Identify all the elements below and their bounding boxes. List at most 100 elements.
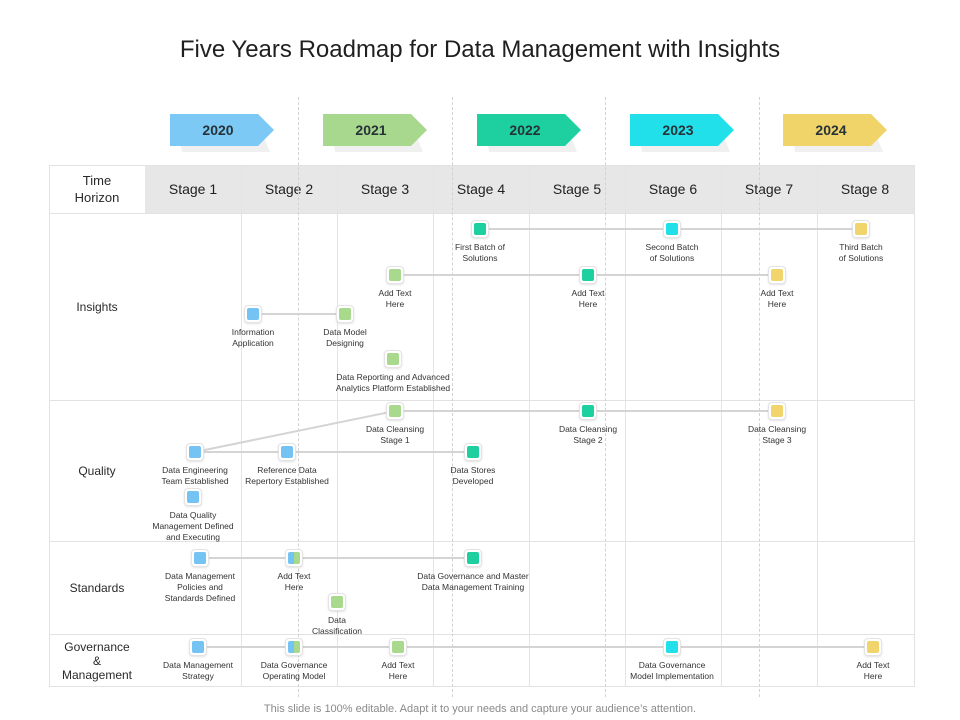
- node-label-line: Here: [863, 671, 883, 681]
- data-engineering-team-label: Data Engineering Team Established: [135, 465, 255, 487]
- row-divider: [49, 213, 915, 214]
- year-banner-2024: 2024: [783, 110, 891, 156]
- node-label-line: Data Cleansing: [365, 424, 425, 434]
- year-banner-2022: 2022: [477, 110, 585, 156]
- node-label-line: Data Stores: [450, 465, 496, 475]
- node-label-line: Information: [231, 327, 275, 337]
- node-label-line: Data Reporting and Advanced: [336, 372, 450, 382]
- data-cleansing-stage-1-marker: [386, 402, 404, 420]
- row-label: Quality: [49, 400, 145, 541]
- node-label-line: Data Cleansing: [747, 424, 807, 434]
- node-label-line: Application: [232, 338, 274, 348]
- stage-label-5: Stage 5: [552, 181, 602, 197]
- year-label: 2024: [815, 122, 847, 138]
- data-management-strategy-label: Data Management Strategy: [138, 660, 258, 682]
- insights-add-text-2-marker: [579, 266, 597, 284]
- node-label-line: Add Text: [381, 660, 415, 670]
- node-label-line: Data Governance: [638, 660, 706, 670]
- governance-add-text-2-marker: [864, 638, 882, 656]
- stage-label-7: Stage 7: [744, 181, 794, 197]
- row-label: Insights: [49, 213, 145, 400]
- data-governance-model-implementation-label: Data Governance Model Implementation: [612, 660, 732, 682]
- node-label-line: Developed: [452, 476, 494, 486]
- row-label: Standards: [49, 541, 145, 634]
- node-label-line: Here: [388, 671, 408, 681]
- stage-label-1: Stage 1: [168, 181, 218, 197]
- row-label-line: Quality: [78, 463, 116, 478]
- row-divider: [49, 541, 915, 542]
- row-label-line: &: [92, 653, 101, 668]
- information-application-label: Information Application: [193, 327, 313, 349]
- stage-header-band: [145, 165, 915, 213]
- standards-add-text-label: Add Text Here: [234, 571, 354, 593]
- node-label-line: Stage 1: [380, 435, 410, 445]
- column-divider: [529, 165, 530, 687]
- year-divider: [452, 97, 453, 697]
- data-model-designing-marker: [336, 305, 354, 323]
- row-label-line: Insights: [76, 299, 118, 314]
- row-divider: [49, 634, 915, 635]
- stage-label-3: Stage 3: [360, 181, 410, 197]
- data-cleansing-stage-1-label: Data Cleansing Stage 1: [335, 424, 455, 446]
- data-management-strategy-marker: [189, 638, 207, 656]
- data-governance-operating-model-marker: [285, 638, 303, 656]
- row-label-line: Standards: [69, 580, 125, 595]
- node-label-line: Data Cleansing: [558, 424, 618, 434]
- year-banner-2020: 2020: [170, 110, 278, 156]
- node-label-line: Data Engineering: [162, 465, 228, 475]
- third-batch-of-solutions-label: Third Batch of Solutions: [801, 242, 921, 264]
- node-label-line: Data Management Training: [421, 582, 525, 592]
- data-reporting-platform-label: Data Reporting and Advanced Analytics Pla…: [333, 372, 453, 394]
- node-label-line: Here: [578, 299, 598, 309]
- year-banner-2023: 2023: [630, 110, 738, 156]
- connector-line: [194, 410, 396, 453]
- column-divider: [817, 165, 818, 687]
- governance-add-text-1-marker: [389, 638, 407, 656]
- year-banner-2021: 2021: [323, 110, 431, 156]
- standards-add-text-marker: [285, 549, 303, 567]
- year-label: 2022: [509, 122, 541, 138]
- node-label-line: First Batch of: [454, 242, 506, 252]
- node-label-line: and Executing: [166, 532, 220, 542]
- insights-add-text-1-label: Add Text Here: [335, 288, 455, 310]
- year-divider: [759, 97, 760, 697]
- insights-add-text-1-marker: [386, 266, 404, 284]
- data-stores-developed-label: Data Stores Developed: [413, 465, 533, 487]
- first-batch-of-solutions-label: First Batch of Solutions: [420, 242, 540, 264]
- stage-label-6: Stage 6: [648, 181, 698, 197]
- node-label-line: Strategy: [182, 671, 214, 681]
- governance-add-text-2-label: Add Text Here: [813, 660, 933, 682]
- row-divider: [49, 400, 915, 401]
- data-quality-management-marker: [184, 488, 202, 506]
- data-management-policies-label: Data Management Policies and Standards Def…: [140, 571, 260, 604]
- node-label-line: Data Governance and Master: [417, 571, 529, 581]
- node-label-line: Designing: [326, 338, 364, 348]
- data-stores-developed-marker: [464, 443, 482, 461]
- data-management-policies-marker: [191, 549, 209, 567]
- insights-add-text-2-label: Add Text Here: [528, 288, 648, 310]
- node-label-line: Here: [284, 582, 304, 592]
- node-label-line: Data: [328, 615, 346, 625]
- row-label-line: Governance: [64, 639, 130, 654]
- data-cleansing-stage-3-label: Data Cleansing Stage 3: [717, 424, 837, 446]
- data-cleansing-stage-3-marker: [768, 402, 786, 420]
- first-batch-of-solutions-marker: [471, 220, 489, 238]
- governance-add-text-1-label: Add Text Here: [338, 660, 458, 682]
- insights-add-text-3-marker: [768, 266, 786, 284]
- data-quality-management-label: Data Quality Management Defined and Execut…: [133, 510, 253, 543]
- year-divider: [298, 97, 299, 697]
- node-label-line: Data Management: [163, 660, 233, 670]
- node-label-line: Add Text: [277, 571, 311, 581]
- node-label-line: Data Management: [165, 571, 235, 581]
- column-divider: [433, 165, 434, 687]
- column-divider: [721, 165, 722, 687]
- year-label: 2021: [355, 122, 387, 138]
- node-label-line: Data Quality: [169, 510, 217, 520]
- node-label-line: Standards Defined: [164, 593, 236, 603]
- stage-label-2: Stage 2: [264, 181, 314, 197]
- node-label-line: Classification: [311, 626, 363, 636]
- footer-note: This slide is 100% editable. Adapt it to…: [263, 703, 697, 715]
- node-label-line: Model Implementation: [630, 671, 714, 681]
- node-label-line: Second Batch: [645, 242, 699, 252]
